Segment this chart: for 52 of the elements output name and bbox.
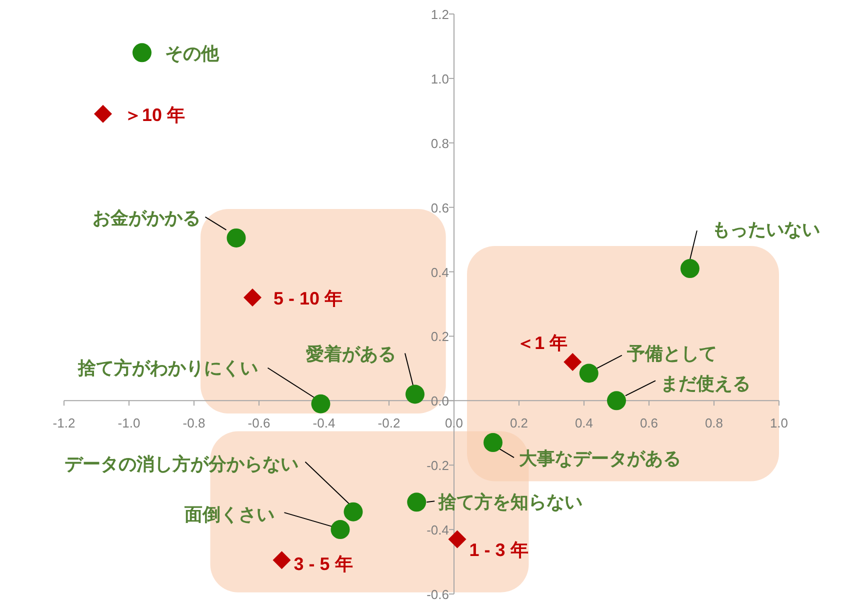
annotation: ＞10 年 [124,104,186,125]
point [448,530,466,548]
y-tick-label: 1.2 [430,7,449,22]
y-tick-label: -0.4 [426,522,449,538]
annotation: 3 - 5 年 [294,554,353,574]
x-tick-label: -0.2 [378,416,400,431]
point [311,394,330,414]
point [680,259,700,278]
y-tick-label: 0.2 [430,329,449,344]
point [244,288,262,307]
point [344,502,363,522]
y-tick-label: -0.2 [426,458,449,474]
point [407,492,426,512]
x-tick-label: -1.2 [52,416,76,431]
annotation: 1 - 3 年 [469,540,528,560]
point [406,384,424,404]
x-tick-label: 0.4 [574,416,594,431]
x-tick-label: -0.8 [182,416,206,431]
y-tick-label: 1.0 [430,71,449,86]
point [272,551,291,570]
annotation: データの消し方が分からない [64,454,298,474]
annotation: もったいない [712,220,820,240]
annotation: まだ使える [660,374,750,394]
point [484,433,502,452]
point [132,43,152,62]
y-tick-label: 0.6 [430,200,449,216]
y-tick-label: 0.8 [430,136,449,151]
annotation: 捨て方がわかりにくい [76,358,258,378]
annotation: お金がかかる [92,208,200,228]
x-tick-label: 0.2 [510,416,528,431]
annotation: その他 [165,44,220,64]
point [330,520,350,540]
x-tick-label: -0.4 [312,416,336,431]
annotation: 5 - 10 年 [274,288,343,309]
point [607,391,626,410]
x-tick-label: -1.0 [118,416,140,431]
point [226,228,246,248]
point [579,364,598,383]
point [94,104,112,123]
point [564,353,582,371]
x-tick-label: -0.6 [248,416,270,431]
annotation: 愛着がある [306,344,396,364]
annotation: 面倒くさい [183,504,274,525]
x-tick-label: 1.0 [770,416,788,431]
x-tick-label: 0.6 [640,416,658,431]
annotation: 予備として [626,343,717,364]
annotation: 捨て方を知らない [438,492,583,512]
annotation: 大事なデータがある [518,448,681,469]
y-tick-label: 0.4 [430,264,449,280]
y-tick-label: -0.6 [426,587,449,602]
x-tick-label: 0.8 [704,416,724,431]
annotation: ＜1 年 [516,333,568,353]
